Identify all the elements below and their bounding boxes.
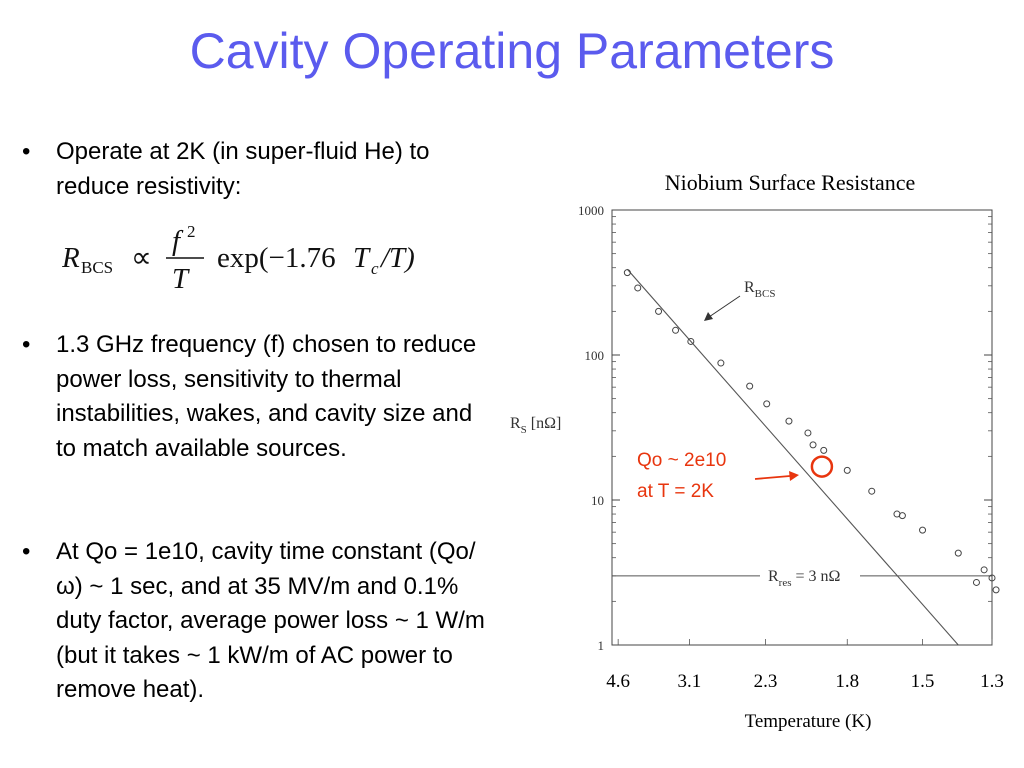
formula-tc-sub: c bbox=[371, 259, 379, 278]
bullet-time-constant: • At Qo = 1e10, cavity time constant (Qo… bbox=[22, 535, 492, 708]
page-title: Cavity Operating Parameters bbox=[189, 23, 835, 79]
data-point bbox=[687, 337, 695, 345]
formula-tail: /T) bbox=[379, 242, 415, 274]
data-point bbox=[717, 359, 725, 367]
data-point bbox=[804, 429, 812, 437]
y-tick-label: 1 bbox=[598, 638, 605, 653]
data-point bbox=[785, 417, 793, 425]
formula-tc: T bbox=[353, 242, 371, 274]
data-point bbox=[972, 578, 980, 586]
x-tick-label: 4.6 bbox=[606, 671, 630, 692]
y-tick-label: 1000 bbox=[578, 203, 604, 218]
data-point bbox=[988, 574, 996, 582]
formula-r-sub: BCS bbox=[81, 258, 113, 277]
rbcs-formula: R BCS ∝ f 2 T exp(−1.76 T c /T) bbox=[62, 222, 415, 290]
y-tick-label: 10 bbox=[591, 493, 604, 508]
data-point bbox=[623, 269, 631, 277]
rres-label: Rres = 3 nΩ bbox=[768, 568, 841, 589]
formula-r: R bbox=[62, 242, 80, 274]
y-tick-label: 100 bbox=[585, 348, 605, 363]
x-axis-label: Temperature (K) bbox=[745, 711, 872, 732]
annotation-backdrop bbox=[628, 446, 755, 504]
data-series bbox=[623, 269, 1000, 594]
bullet-marker: • bbox=[22, 538, 31, 565]
x-tick-label: 3.1 bbox=[678, 671, 702, 692]
data-point bbox=[992, 586, 1000, 594]
x-tick-label: 1.8 bbox=[835, 671, 859, 692]
data-point bbox=[820, 446, 828, 454]
bullet-marker: • bbox=[22, 138, 31, 165]
x-tick-label: 1.3 bbox=[980, 671, 1004, 692]
bullet-text: Operate at 2K (in super-fluid He) to red… bbox=[56, 138, 430, 200]
data-point bbox=[954, 549, 962, 557]
y-axis-label: RS [nΩ] bbox=[510, 415, 561, 436]
bullet-operate-2k: • Operate at 2K (in super-fluid He) to r… bbox=[22, 135, 492, 204]
data-point bbox=[634, 284, 642, 292]
annotation-line-1: Qo ~ 2e10 bbox=[637, 450, 726, 471]
annotation-arrow bbox=[754, 475, 791, 480]
annotation-arrowhead bbox=[789, 471, 799, 481]
formula-prop: ∝ bbox=[131, 242, 152, 274]
formula-t: T bbox=[172, 263, 190, 290]
data-point bbox=[763, 400, 771, 408]
plot-frame bbox=[611, 209, 993, 646]
x-tick-label: 2.3 bbox=[754, 671, 778, 692]
rres-label-backdrop bbox=[760, 566, 860, 586]
rbcs-label: RBCS bbox=[744, 279, 775, 300]
data-point bbox=[868, 487, 876, 495]
rbcs-arrow bbox=[705, 295, 741, 320]
data-point bbox=[809, 441, 817, 449]
rbcs-arrowhead bbox=[704, 312, 713, 321]
x-tick-label: 1.5 bbox=[911, 671, 935, 692]
data-point bbox=[655, 307, 663, 315]
data-point bbox=[843, 466, 851, 474]
data-point bbox=[746, 382, 754, 390]
bullet-frequency: • 1.3 GHz frequency (f) chosen to reduce… bbox=[22, 328, 492, 466]
annotation-line-2: at T = 2K bbox=[637, 481, 714, 502]
bullet-text: At Qo = 1e10, cavity time constant (Qo/ω… bbox=[56, 538, 485, 703]
bullet-marker: • bbox=[22, 331, 31, 358]
rbcs-fit-line bbox=[626, 268, 959, 646]
formula-f-exp: 2 bbox=[187, 222, 196, 241]
data-point bbox=[672, 326, 680, 334]
annotation-circle bbox=[810, 455, 834, 478]
chart-title: Niobium Surface Resistance bbox=[665, 170, 916, 195]
data-point bbox=[919, 526, 927, 534]
bullet-text: 1.3 GHz frequency (f) chosen to reduce p… bbox=[56, 331, 477, 462]
formula-exp: exp(−1.76 bbox=[217, 242, 336, 274]
data-point bbox=[898, 512, 906, 520]
data-point bbox=[980, 566, 988, 574]
